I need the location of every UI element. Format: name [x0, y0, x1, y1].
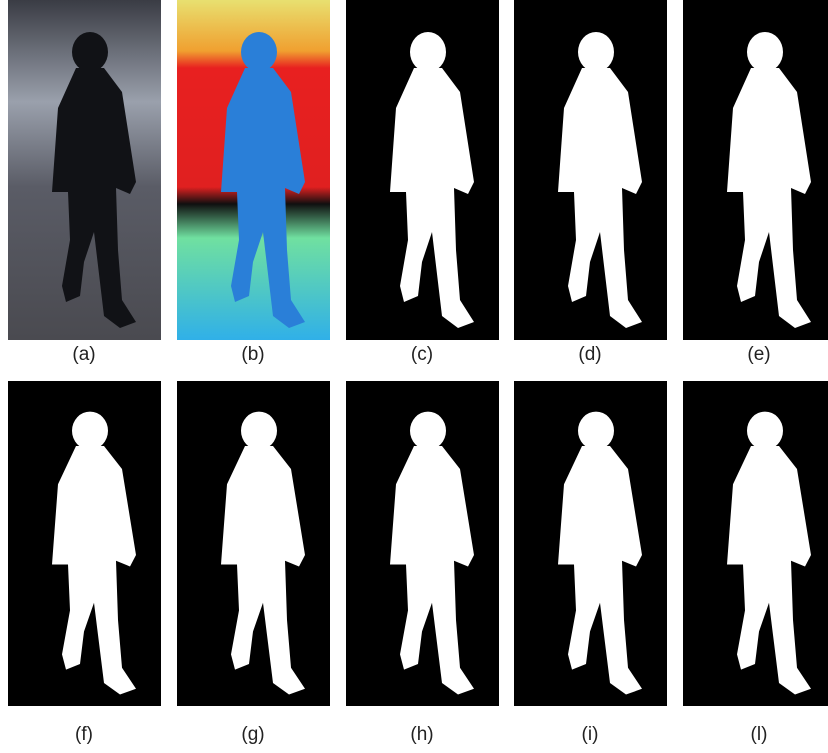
panel: (l) — [683, 381, 828, 745]
panel-label: (f) — [75, 724, 93, 745]
figure: (a) (b) (c) (d) (e) (f) (g) (h) (i) (l) — [0, 0, 828, 753]
panel-label: (d) — [578, 344, 601, 365]
panel: (c) — [346, 0, 499, 365]
panel-label: (g) — [241, 724, 264, 745]
panel-label: (c) — [411, 344, 433, 365]
panel-label: (l) — [751, 724, 768, 745]
panel-grid: (a) (b) (c) (d) (e) (f) (g) (h) (i) (l) — [8, 0, 828, 745]
panel-label: (b) — [241, 344, 264, 365]
panel-label: (a) — [72, 344, 95, 365]
panel: (g) — [177, 381, 330, 745]
panel: (b) — [177, 0, 330, 365]
panel: (e) — [683, 0, 828, 365]
panel-label: (h) — [410, 724, 433, 745]
panel: (h) — [346, 381, 499, 745]
panel-label: (e) — [747, 344, 770, 365]
panel: (f) — [8, 381, 161, 745]
panel: (a) — [8, 0, 161, 365]
panel: (d) — [514, 0, 667, 365]
panel-label: (i) — [582, 724, 599, 745]
panel: (i) — [514, 381, 667, 745]
